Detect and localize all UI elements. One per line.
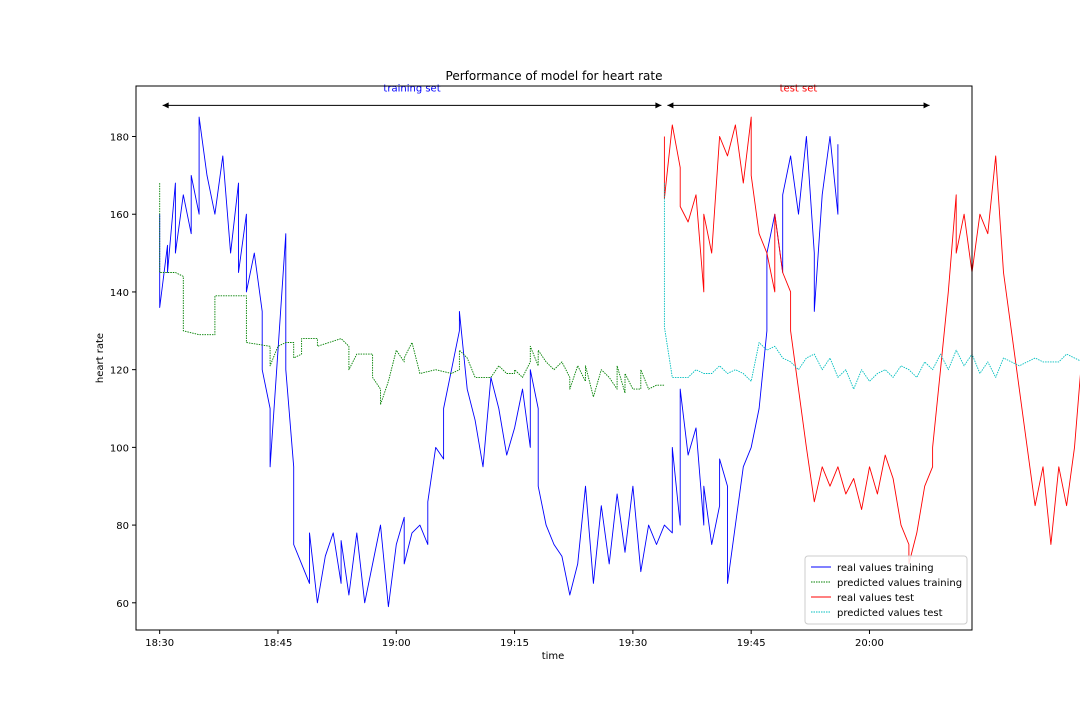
x-tick-label: 20:00 (855, 638, 884, 649)
y-tick-label: 160 (110, 210, 129, 221)
series-line-real-values-training (159, 116, 839, 608)
chart-title: Performance of model for heart rate (446, 69, 663, 83)
legend: real values training predicted values tra… (804, 555, 968, 625)
y-tick-label: 100 (110, 443, 129, 454)
legend-label-real-values-training: real values training (837, 563, 934, 574)
y-axis-label: heart rate (95, 333, 106, 383)
x-tick-label: 18:30 (145, 638, 174, 649)
series-line-real-values-test (663, 116, 1080, 565)
x-tick-label: 19:15 (500, 638, 529, 649)
y-tick-label: 60 (116, 599, 129, 610)
x-tick-label: 19:45 (737, 638, 766, 649)
series-layer (159, 116, 1080, 608)
x-tick-label: 18:45 (264, 638, 293, 649)
x-axis: 18:30 18:45 19:00 19:15 19:30 19:45 20:00 (145, 630, 884, 649)
x-tick-label: 19:30 (618, 638, 647, 649)
series-line-predicted-values-training (159, 183, 665, 406)
legend-frame (804, 555, 968, 625)
x-axis-label: time (542, 651, 565, 662)
annotation-layer: training set test set (162, 83, 930, 109)
arrow-head-right (923, 102, 930, 109)
y-tick-label: 180 (110, 133, 129, 144)
legend-label-predicted-values-test: predicted values test (837, 608, 943, 619)
y-axis: 60 80 100 120 140 160 180 (110, 133, 136, 610)
x-tick-label: 19:00 (382, 638, 411, 649)
legend-label-real-values-test: real values test (837, 593, 914, 604)
y-tick-label: 140 (110, 288, 129, 299)
series-line-predicted-values-test (663, 183, 1080, 390)
annotation-label-training-set: training set (383, 83, 440, 94)
arrow-head-left (162, 102, 169, 109)
arrow-head-left (667, 102, 674, 109)
y-tick-label: 120 (110, 366, 129, 377)
arrow-head-right (655, 102, 662, 109)
plot-frame (135, 85, 973, 631)
y-tick-label: 80 (116, 521, 129, 532)
legend-label-predicted-values-training: predicted values training (837, 578, 962, 589)
annotation-label-test-set: test set (780, 83, 818, 94)
